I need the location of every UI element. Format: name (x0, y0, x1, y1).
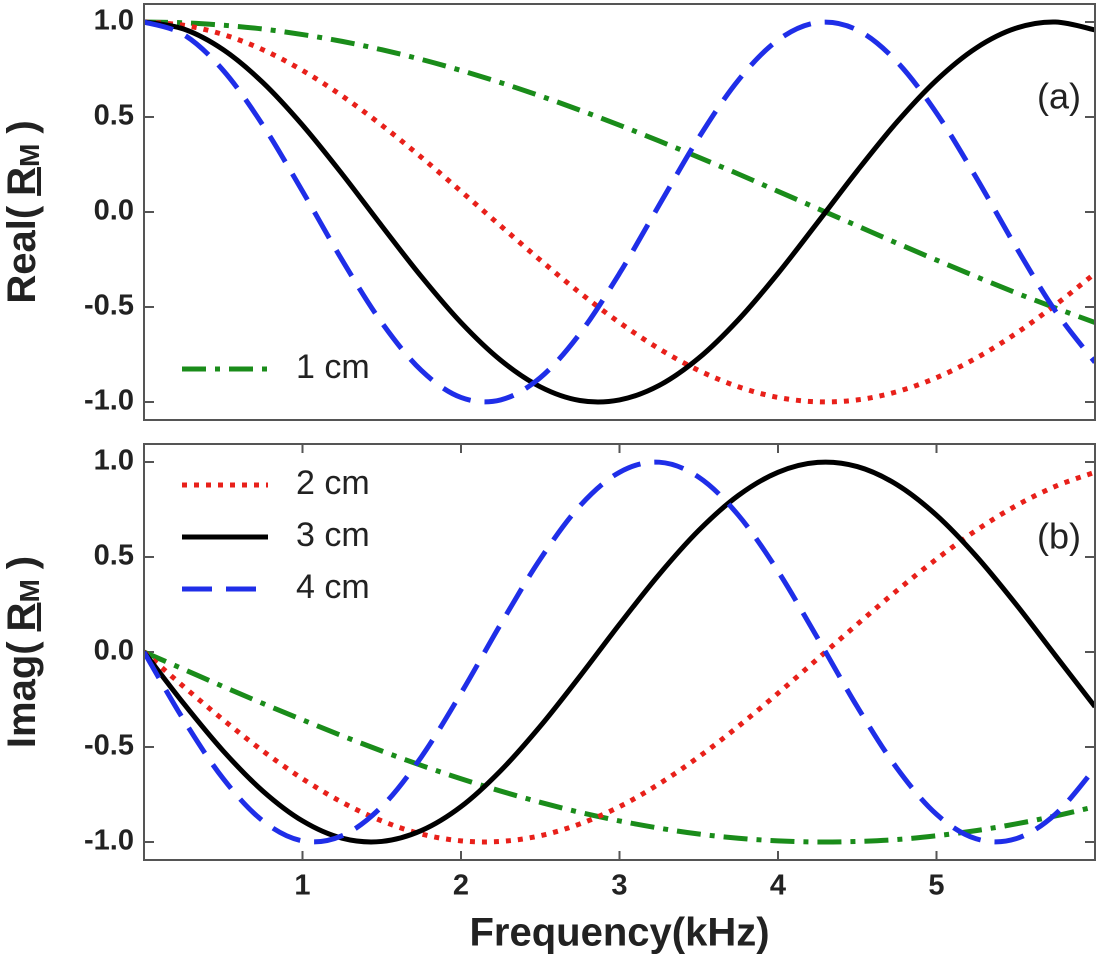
y-tick-label: 0.0 (94, 195, 134, 227)
series-line (144, 19, 1095, 405)
y-label-part: Real( (0, 205, 44, 303)
x-tick-label: 1 (294, 870, 310, 902)
y-label-part: ) (0, 556, 44, 569)
y-tick-label: 1.0 (94, 445, 134, 477)
x-tick-label: 5 (928, 870, 944, 902)
y-label-part: Imag( (0, 641, 44, 748)
legend-label: 2 cm (296, 464, 370, 502)
plot-frame (143, 3, 1096, 421)
x-tick-label: 4 (770, 870, 786, 902)
plot-area (144, 459, 1095, 845)
plot-area (144, 19, 1095, 405)
series-line (144, 459, 1095, 845)
y-label-subscript: M (14, 144, 45, 167)
y-tick-label: 0.0 (94, 635, 134, 667)
y-label-subscript: M (14, 579, 45, 602)
legend-label: 1 cm (296, 348, 370, 386)
x-axis-label: Frequency(kHz) (469, 911, 769, 955)
y-axis-label: Imag( RM) (0, 556, 45, 748)
y-tick-label: 0.5 (94, 540, 134, 572)
y-label-symbol: R (0, 602, 44, 631)
x-tick-label: 3 (611, 870, 627, 902)
y-tick-label: -0.5 (84, 290, 134, 322)
series-line (144, 19, 1095, 405)
y-label-part: ) (0, 120, 44, 133)
y-axis-label: Real( RM) (0, 120, 45, 303)
y-tick-label: -0.5 (84, 730, 134, 762)
panel-label: (b) (1037, 516, 1081, 557)
y-label-symbol: R (0, 167, 44, 196)
series-line (144, 649, 1095, 845)
y-tick-label: -1.0 (84, 385, 134, 417)
plot-frame (143, 443, 1096, 861)
legend-label: 4 cm (296, 568, 370, 606)
x-tick-label: 2 (453, 870, 469, 902)
legend-label: 3 cm (296, 516, 370, 554)
y-tick-label: 1.0 (94, 5, 134, 37)
series-line (144, 19, 1095, 405)
y-tick-label: 0.5 (94, 100, 134, 132)
panel-label: (a) (1037, 76, 1081, 117)
series-line (144, 19, 1095, 325)
y-tick-label: -1.0 (84, 825, 134, 857)
series-line (144, 459, 1095, 845)
